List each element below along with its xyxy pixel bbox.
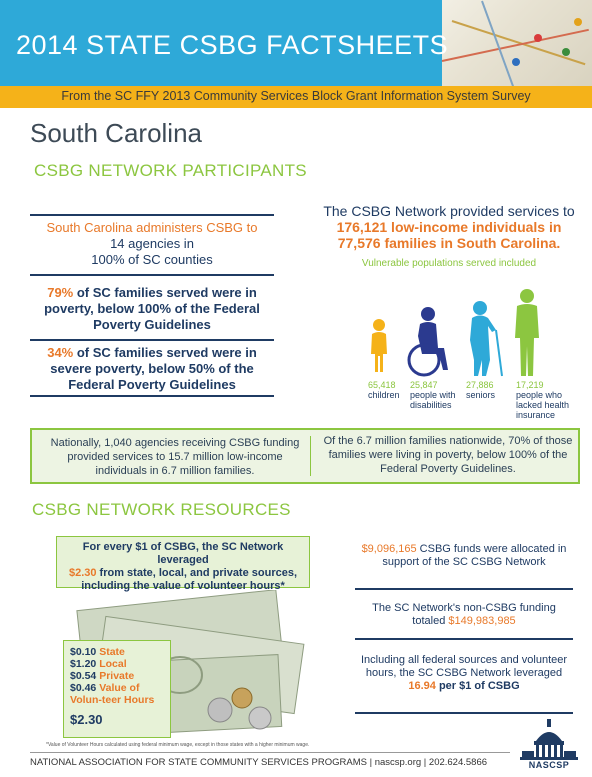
non-csbg-funding-stat: The SC Network's non-CSBG funding totale…	[355, 602, 573, 628]
leverage-amount: $2.30	[68, 567, 97, 579]
leverage-breakdown: $0.10 State $1.20 Local $0.54 Private $0…	[63, 640, 171, 738]
csbg-funds-amount: $9,096,165	[361, 543, 417, 555]
footnote: *Value of Volunteer Hours calculated usi…	[46, 742, 310, 748]
child-icon	[371, 319, 387, 372]
map-pin-icon	[534, 34, 542, 42]
services-intro-line: The CSBG Network provided services to	[323, 203, 575, 219]
population-count: 25,847	[410, 380, 438, 390]
band-divider	[310, 436, 311, 476]
population-label: people with disabilities	[410, 390, 456, 410]
fact-agencies: South Carolina administers CSBG to 14 ag…	[30, 214, 274, 276]
leverage-line2: from state, local, and private sources, …	[81, 567, 298, 592]
non-csbg-amount: $149,983,985	[448, 615, 516, 627]
population-label: seniors	[466, 390, 496, 400]
map-pin-icon	[512, 58, 520, 66]
leveraged-amount: 16.94	[408, 680, 436, 692]
vulnerable-label: Vulnerable populations served included	[361, 258, 537, 269]
fact-agencies-line3: 100% of SC counties	[91, 252, 213, 267]
population-label: children	[368, 390, 400, 400]
population-stat: 65,418 children	[368, 380, 408, 400]
map-graphic	[441, 0, 592, 86]
footer-divider	[30, 752, 510, 753]
senior-icon	[470, 301, 503, 377]
population-count: 17,219	[516, 380, 544, 390]
national-families-text: Of the 6.7 million families nationwide, …	[323, 435, 573, 475]
page-title: 2014 STATE CSBG FACTSHEETS	[16, 30, 449, 60]
fact-poverty-percent: 79%	[47, 285, 74, 300]
logo-text: NASCSP	[528, 760, 570, 770]
services-intro-highlight: 176,121 low-income individuals in 77,576…	[336, 219, 562, 251]
services-intro: The CSBG Network provided services to 17…	[318, 203, 580, 251]
breakdown-item: $1.20 Local	[70, 658, 127, 670]
fact-severe-text: of SC families served were in severe pov…	[50, 345, 257, 392]
breakdown-item: $0.46 Value of Volun-teer Hours	[70, 682, 155, 706]
population-label: people who lacked health insurance	[516, 390, 570, 420]
breakdown-total: $2.30	[70, 712, 103, 727]
subtitle-bar	[0, 86, 592, 108]
fact-poverty: 79% of SC families served were in povert…	[30, 281, 274, 341]
participants-heading: CSBG NETWORK PARTICIPANTS	[34, 161, 307, 180]
national-agencies-text: Nationally, 1,040 agencies receiving CSB…	[50, 437, 300, 477]
fact-poverty-text: of SC families served were in poverty, b…	[44, 285, 260, 332]
header-band	[0, 0, 592, 86]
leveraged-text: Including all federal sources and volunt…	[360, 654, 568, 679]
population-stat: 25,847 people with disabilities	[410, 380, 460, 410]
population-count: 27,886	[466, 380, 494, 390]
divider	[355, 712, 573, 714]
fact-severe-poverty: 34% of SC families served were in severe…	[30, 341, 274, 397]
national-band	[30, 428, 580, 484]
capitol-logo-icon	[520, 719, 578, 760]
divider	[355, 638, 573, 640]
subtitle: From the SC FFY 2013 Community Services …	[61, 89, 531, 103]
csbg-funds-text: CSBG funds were allocated in support of …	[382, 543, 567, 568]
resources-heading: CSBG NETWORK RESOURCES	[32, 500, 291, 519]
breakdown-item: $0.54 Private	[70, 670, 135, 682]
footer-text: NATIONAL ASSOCIATION FOR STATE COMMUNITY…	[30, 757, 488, 768]
state-name: South Carolina	[30, 118, 202, 148]
non-csbg-text: The SC Network's non-CSBG funding totale…	[372, 602, 556, 627]
map-pin-icon	[562, 48, 570, 56]
person-icon	[515, 289, 539, 376]
leveraged-stat: Including all federal sources and volunt…	[355, 654, 573, 693]
population-stat: 27,886 seniors	[466, 380, 506, 400]
leveraged-tail: per $1 of CSBG	[435, 680, 520, 692]
breakdown-item: $0.10 State	[70, 646, 125, 658]
fact-agencies-line2: 14 agencies in	[110, 236, 194, 251]
wheelchair-icon	[407, 307, 448, 377]
fact-severe-percent: 34%	[47, 345, 74, 360]
leverage-line1: For every $1 of CSBG, the SC Network lev…	[82, 541, 284, 566]
map-pin-icon	[574, 18, 582, 26]
divider	[355, 588, 573, 590]
leverage-box: For every $1 of CSBG, the SC Network lev…	[56, 536, 310, 592]
population-stat: 17,219 people who lacked health insuranc…	[516, 380, 580, 420]
fact-agencies-line1: South Carolina administers CSBG to	[46, 220, 258, 235]
csbg-funds-stat: $9,096,165 CSBG funds were allocated in …	[355, 543, 573, 569]
population-count: 65,418	[368, 380, 396, 390]
